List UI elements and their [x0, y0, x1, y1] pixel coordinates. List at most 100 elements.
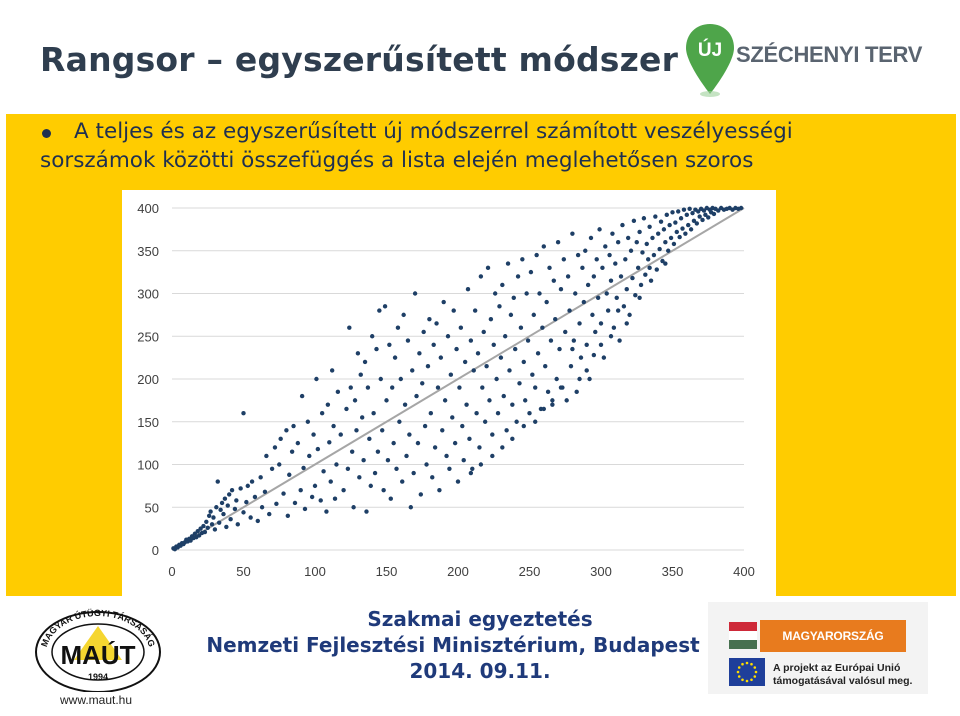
- data-point: [417, 351, 422, 356]
- data-point: [451, 308, 456, 313]
- data-point: [457, 385, 462, 390]
- data-point: [397, 419, 402, 424]
- maut-year: 1994: [88, 672, 108, 682]
- data-point: [541, 406, 546, 412]
- data-point: [318, 498, 323, 503]
- y-tick-label: 150: [137, 415, 159, 430]
- data-point: [697, 214, 702, 219]
- data-point: [645, 257, 651, 262]
- data-point: [227, 492, 232, 497]
- data-point: [617, 338, 622, 343]
- data-point: [637, 229, 642, 235]
- data-point: [351, 505, 356, 510]
- data-point: [382, 304, 388, 309]
- data-point: [244, 499, 249, 505]
- data-point: [249, 479, 255, 484]
- data-point: [647, 265, 652, 271]
- data-point: [531, 312, 536, 318]
- data-point: [535, 351, 541, 356]
- data-point: [628, 248, 634, 253]
- data-point: [498, 355, 504, 360]
- data-point: [452, 440, 458, 446]
- data-point: [600, 265, 605, 271]
- data-point: [537, 291, 542, 296]
- data-point: [245, 483, 250, 489]
- y-tick-label: 0: [152, 543, 159, 558]
- eu-support-line-1: A projekt az Európai Unió: [773, 662, 901, 674]
- data-point: [235, 522, 240, 527]
- data-point: [311, 432, 316, 437]
- data-point: [349, 449, 355, 454]
- data-point: [533, 385, 538, 390]
- data-point: [613, 261, 618, 266]
- eu-star: [736, 670, 740, 674]
- data-point: [475, 351, 481, 356]
- data-point: [424, 462, 429, 467]
- data-point: [372, 470, 378, 476]
- data-point: [437, 487, 442, 493]
- data-point: [694, 221, 700, 226]
- data-point: [484, 363, 489, 369]
- data-point: [510, 436, 515, 442]
- data-point: [291, 423, 296, 429]
- data-point: [334, 462, 339, 467]
- maut-name: MAÚT: [60, 640, 135, 670]
- data-point: [401, 312, 406, 318]
- data-point: [444, 453, 449, 459]
- data-point: [666, 248, 671, 253]
- data-point: [653, 214, 658, 219]
- data-point: [430, 475, 435, 480]
- data-point: [222, 496, 228, 501]
- data-point: [660, 258, 665, 264]
- data-point: [577, 376, 582, 382]
- eu-star: [753, 675, 757, 678]
- data-point: [670, 210, 675, 215]
- data-point: [583, 248, 588, 253]
- data-point: [441, 299, 446, 305]
- data-point: [287, 472, 292, 477]
- data-point: [738, 205, 744, 211]
- data-point: [468, 470, 474, 476]
- data-point: [228, 517, 233, 522]
- data-point: [238, 486, 243, 491]
- data-point: [507, 368, 512, 373]
- data-point: [593, 329, 598, 335]
- data-point: [573, 291, 578, 296]
- data-point: [644, 241, 649, 247]
- data-point: [188, 538, 193, 543]
- data-point: [427, 316, 432, 322]
- data-point: [615, 240, 621, 245]
- data-point: [410, 368, 415, 373]
- eu-star: [754, 670, 758, 674]
- y-tick-label: 400: [137, 201, 159, 216]
- magyarorszag-megujul-banner: MAGYARORSZÁG MEGÚJUL: [760, 620, 906, 675]
- data-point: [555, 240, 561, 245]
- data-point: [681, 207, 687, 212]
- data-point: [701, 208, 707, 213]
- data-point: [338, 432, 343, 437]
- data-point: [201, 523, 206, 529]
- data-point: [292, 500, 298, 506]
- eu-star: [741, 678, 744, 682]
- data-point: [462, 359, 468, 365]
- data-point: [470, 466, 475, 471]
- data-point: [511, 295, 516, 300]
- data-point: [637, 295, 642, 300]
- x-tick-label: 250: [519, 564, 541, 579]
- data-point: [590, 312, 595, 318]
- data-point: [321, 469, 326, 474]
- data-point: [284, 428, 289, 433]
- data-point: [491, 342, 496, 347]
- data-point: [361, 458, 366, 463]
- data-point: [510, 402, 515, 407]
- data-point: [610, 231, 615, 236]
- data-point: [358, 372, 363, 377]
- data-point: [663, 240, 668, 245]
- x-tick-label: 100: [304, 564, 326, 579]
- data-point: [624, 321, 629, 326]
- data-point: [490, 432, 495, 437]
- data-point: [608, 278, 614, 283]
- data-point: [422, 423, 428, 429]
- data-point: [647, 224, 652, 230]
- data-point: [434, 321, 439, 326]
